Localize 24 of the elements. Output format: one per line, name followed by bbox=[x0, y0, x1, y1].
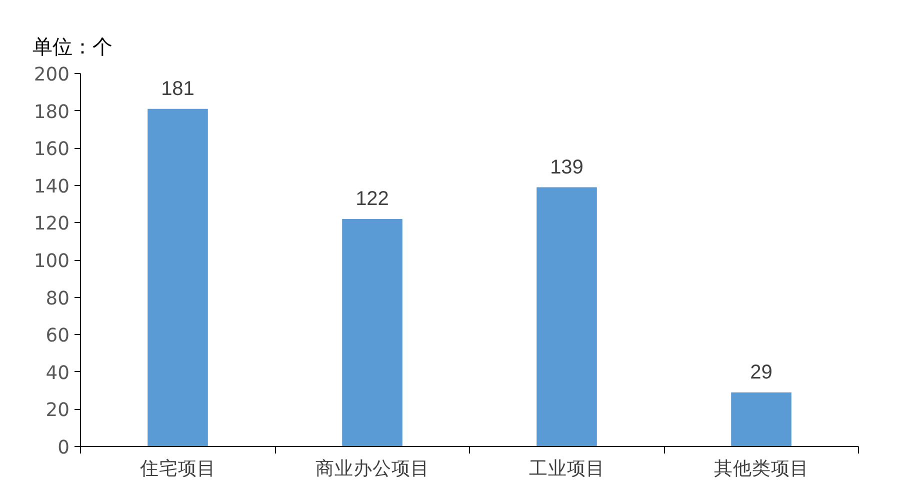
x-tick-label: 工业项目 bbox=[528, 458, 605, 480]
data-label: 181 bbox=[161, 78, 194, 100]
bar bbox=[148, 108, 208, 446]
y-tick-label: 0 bbox=[58, 438, 70, 458]
bar bbox=[731, 392, 792, 446]
x-tick-label: 其他类项目 bbox=[714, 458, 809, 480]
data-label: 122 bbox=[356, 188, 389, 210]
y-tick-label: 160 bbox=[34, 139, 70, 160]
y-tick-label: 20 bbox=[46, 400, 70, 422]
x-tick-label: 住宅项目 bbox=[138, 458, 216, 480]
x-tick-label: 商业办公项目 bbox=[315, 458, 430, 480]
y-tick-label: 180 bbox=[34, 102, 70, 123]
y-tick-label: 100 bbox=[34, 251, 70, 272]
y-tick-label: 60 bbox=[46, 326, 70, 347]
y-tick-label: 200 bbox=[34, 64, 70, 86]
y-tick-label: 120 bbox=[34, 214, 70, 235]
y-axis-title: 单位：个 bbox=[32, 34, 112, 58]
bar bbox=[342, 218, 402, 446]
bar bbox=[536, 187, 597, 446]
data-label: 29 bbox=[750, 361, 772, 384]
y-tick-label: 40 bbox=[46, 362, 70, 384]
data-label: 139 bbox=[550, 156, 584, 178]
y-tick-label: 140 bbox=[34, 176, 70, 198]
y-tick-label: 80 bbox=[46, 288, 70, 310]
